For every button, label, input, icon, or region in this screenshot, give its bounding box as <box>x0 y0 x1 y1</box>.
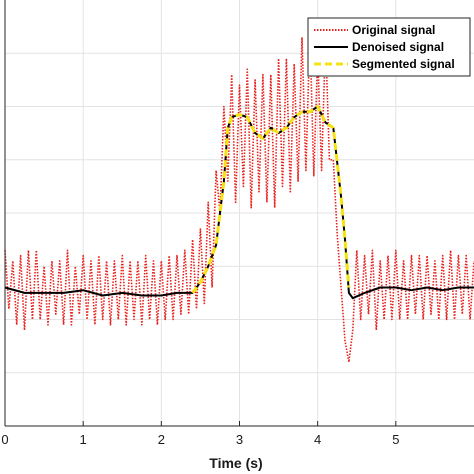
x-tick-label: 1 <box>80 432 87 447</box>
x-tick-label: 5 <box>392 432 399 447</box>
x-tick-label: 3 <box>236 432 243 447</box>
x-tick-label: 2 <box>158 432 165 447</box>
x-tick-label: 4 <box>314 432 321 447</box>
legend-label-original: Original signal <box>352 23 435 37</box>
legend-label-segmented: Segmented signal <box>352 57 455 71</box>
series-layer <box>4 31 474 363</box>
grid <box>5 0 474 426</box>
x-tick-label: 0 <box>1 432 8 447</box>
series-line-segmented-signal <box>191 105 351 294</box>
x-axis-label: Time (s) <box>209 455 262 471</box>
legend: Original signal Denoised signal Segmente… <box>307 17 471 77</box>
legend-box <box>307 17 471 77</box>
legend-label-denoised: Denoised signal <box>352 40 444 54</box>
x-ticks: 0 1 2 3 4 5 <box>1 421 399 447</box>
series-line-original-signal <box>4 31 474 363</box>
